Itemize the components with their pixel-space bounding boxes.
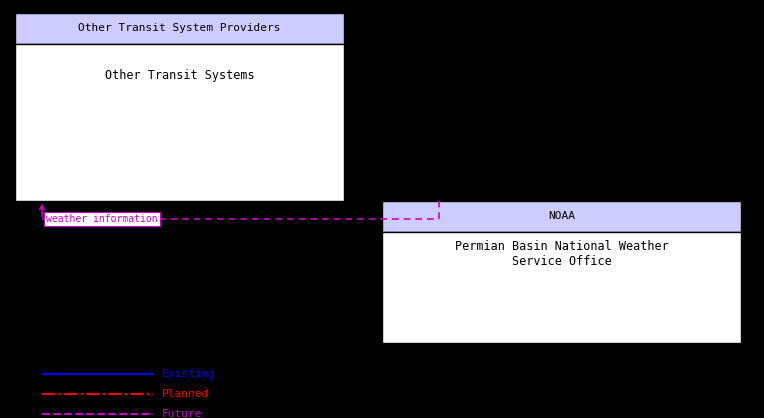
Bar xyxy=(15,44,344,201)
Bar xyxy=(382,201,741,232)
Text: Other Transit System Providers: Other Transit System Providers xyxy=(78,23,281,33)
Text: NOAA: NOAA xyxy=(548,212,575,221)
Text: weather information: weather information xyxy=(46,214,157,224)
Text: Existing: Existing xyxy=(162,369,216,379)
Bar xyxy=(382,232,741,343)
Text: Other Transit Systems: Other Transit Systems xyxy=(105,69,254,82)
Text: Future: Future xyxy=(162,409,202,418)
Bar xyxy=(15,13,344,44)
Text: Planned: Planned xyxy=(162,389,209,399)
Text: Permian Basin National Weather
Service Office: Permian Basin National Weather Service O… xyxy=(455,240,668,268)
